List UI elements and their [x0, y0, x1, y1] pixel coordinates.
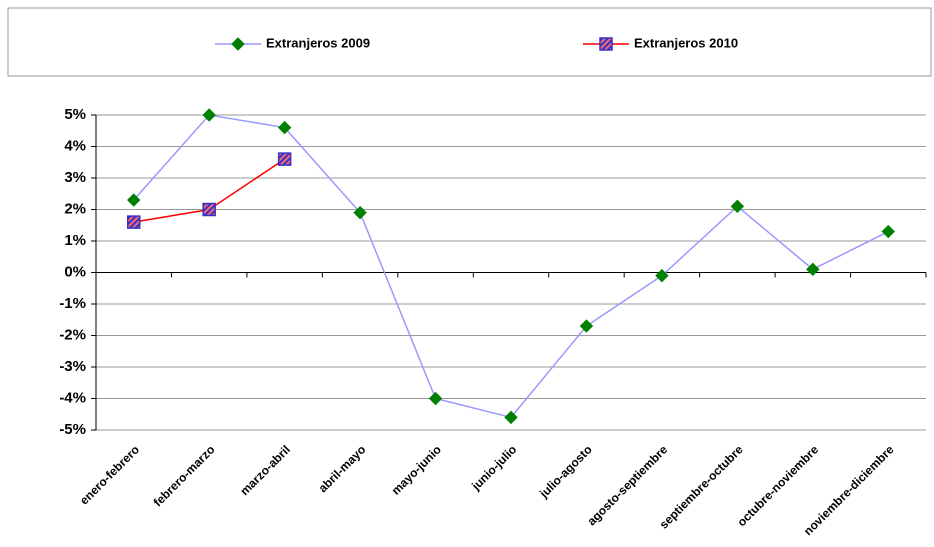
series-line — [133, 114, 889, 419]
x-tick-label: marzo-abril — [237, 442, 293, 498]
data-point — [126, 215, 141, 229]
y-tick-label: -4% — [59, 389, 86, 406]
x-tick-label: septiembre-octubre — [657, 442, 746, 531]
legend-label: Extranjeros 2010 — [634, 35, 738, 50]
y-tick-label: 1% — [64, 232, 86, 249]
data-point — [127, 193, 141, 207]
y-tick-label: 5% — [64, 106, 86, 123]
y-tick-label: 2% — [64, 200, 86, 217]
legend-box — [7, 7, 932, 77]
x-tick-label: junio-julio — [468, 442, 519, 493]
legend-marker — [599, 37, 613, 51]
data-point — [202, 108, 216, 122]
x-tick-label: enero-febrero — [77, 442, 142, 507]
y-tick-label: 4% — [64, 137, 86, 154]
data-point — [881, 224, 895, 239]
x-tick-label: abril-mayo — [316, 442, 369, 495]
x-tick-label: mayo-junio — [389, 442, 444, 497]
y-tick-label: -1% — [59, 295, 86, 312]
data-point — [806, 262, 820, 277]
data-point — [730, 199, 745, 214]
y-tick-label: 0% — [64, 263, 86, 280]
data-point — [277, 152, 292, 166]
x-tick-label: julio-agosto — [536, 442, 595, 501]
y-tick-label: 3% — [64, 169, 86, 186]
data-point — [353, 205, 367, 220]
data-point — [655, 268, 669, 283]
data-point — [202, 202, 216, 217]
data-point — [277, 120, 292, 135]
y-tick-label: -3% — [59, 358, 86, 375]
x-tick-label: febrero-marzo — [151, 442, 218, 509]
legend-label: Extranjeros 2009 — [266, 35, 370, 50]
x-tick-label: octubre-noviembre — [734, 442, 821, 529]
data-point — [428, 391, 443, 406]
y-tick-label: -2% — [59, 326, 86, 343]
data-point — [579, 319, 594, 333]
legend-marker — [231, 37, 245, 51]
y-tick-label: -5% — [59, 421, 86, 438]
data-point — [504, 410, 518, 425]
x-tick-label: agosto-septiembre — [584, 442, 670, 528]
